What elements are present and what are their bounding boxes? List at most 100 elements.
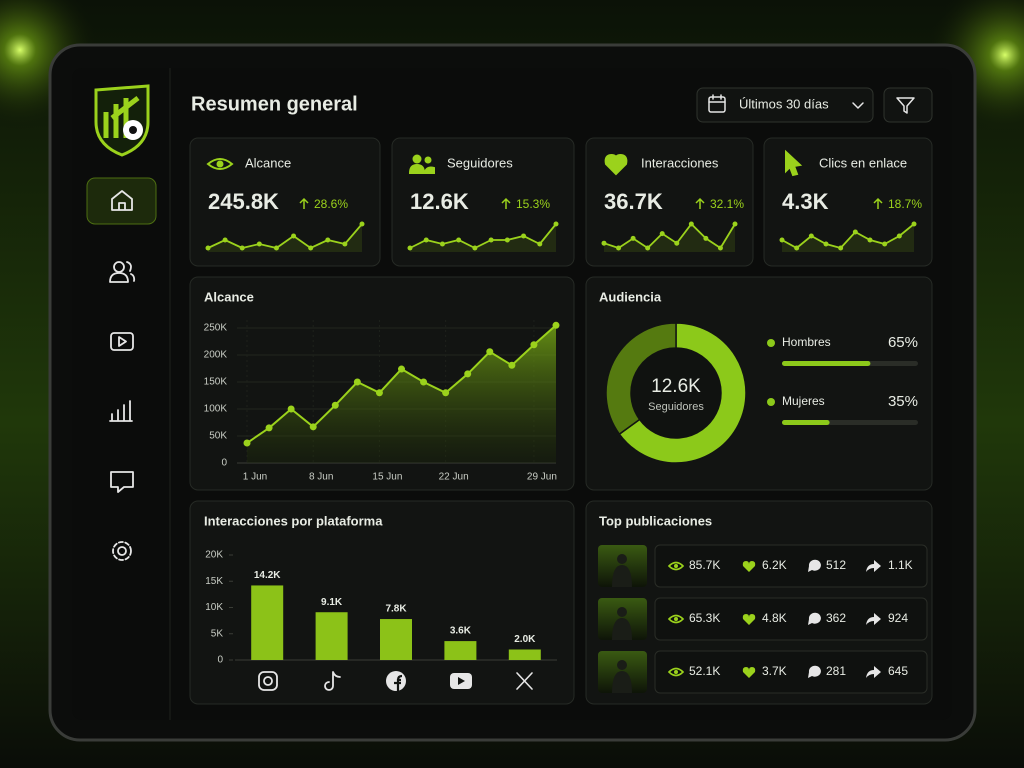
y-tick-label: 15K (205, 576, 223, 587)
post-comments: 362 (826, 611, 846, 625)
point (375, 389, 383, 397)
comments-icon (808, 559, 821, 572)
donut-center-label: Seguidores (648, 401, 704, 413)
bar (380, 619, 412, 660)
sparkline-point (794, 245, 800, 251)
post-views: 52.1K (689, 664, 720, 678)
progress-bar (782, 420, 830, 425)
sparkline-point (504, 237, 510, 243)
nav-settings[interactable] (112, 541, 132, 561)
kpi-card (189, 137, 381, 267)
sparkline-point (659, 231, 665, 237)
y-tick-label: 250K (204, 323, 228, 334)
bar-label: 2.0K (514, 634, 536, 645)
likes-icon (742, 667, 756, 678)
kpi-card (585, 137, 754, 267)
point (309, 423, 317, 431)
shares-icon (866, 666, 881, 678)
sparkline-point (256, 241, 262, 247)
legend-label: Hombres (782, 335, 831, 349)
sparkline-point (808, 233, 814, 239)
bar-label: 3.6K (450, 626, 472, 637)
sparkline-point (838, 245, 844, 251)
post-likes: 4.8K (762, 611, 787, 625)
y-tick-label: 0 (217, 655, 223, 666)
sparkline-point (325, 237, 331, 243)
post-row[interactable] (654, 544, 928, 588)
post-views: 85.7K (689, 558, 720, 572)
shares-icon (866, 560, 881, 572)
platform-panel (189, 500, 575, 705)
post-row[interactable] (654, 650, 928, 694)
shares-icon (866, 613, 881, 625)
sparkline-point (521, 233, 527, 239)
point (398, 365, 405, 373)
nav-stats[interactable] (109, 400, 133, 422)
views-icon (667, 667, 685, 677)
sparkline-point (553, 221, 559, 227)
likes-icon (742, 614, 756, 625)
views-icon (667, 561, 685, 571)
nav-home[interactable] (86, 177, 157, 225)
point (331, 401, 339, 409)
sparkline-point (703, 235, 709, 241)
post-shares: 645 (888, 664, 908, 678)
kpi-icon (785, 149, 803, 177)
thumb-figure (617, 607, 627, 617)
legend-value: 65% (888, 334, 918, 351)
point (420, 378, 428, 386)
page-title: Resumen general (191, 93, 358, 115)
point (442, 389, 450, 397)
sparkline-point (896, 233, 902, 239)
panel-title: Top publicaciones (599, 513, 712, 528)
nav-audience[interactable] (109, 261, 136, 283)
nav-video[interactable] (110, 332, 134, 351)
sparkline-area (604, 224, 735, 252)
sparkline-point (359, 221, 365, 227)
post-comments: 512 (826, 558, 846, 572)
kpi-value: 245.8K (208, 189, 279, 214)
likes-icon (742, 561, 756, 572)
youtube-icon (450, 673, 472, 689)
legend-value: 35% (888, 393, 918, 410)
sparkline-point (630, 235, 636, 241)
kpi-card (763, 137, 933, 267)
kpi-icon (206, 158, 234, 170)
comments-icon (808, 665, 821, 678)
post-shares: 924 (888, 611, 908, 625)
sparkline-area (782, 224, 914, 252)
change-arrow (873, 197, 883, 209)
post-row[interactable] (654, 597, 928, 641)
change-arrow (695, 197, 705, 209)
legend-dot (767, 398, 775, 406)
thumb-figure (617, 554, 627, 564)
kpi-icon (424, 156, 432, 164)
bar (508, 649, 541, 660)
thumb-figure (612, 618, 632, 640)
date-picker[interactable] (696, 87, 874, 123)
home-icon (111, 190, 133, 211)
post-comments: 281 (826, 664, 846, 678)
sparkline-point (488, 237, 494, 243)
nav-messages[interactable] (110, 471, 134, 493)
sparkline-point (674, 240, 680, 246)
bar-label: 9.1K (321, 597, 343, 608)
y-tick-label: 10K (205, 602, 223, 613)
panel-title: Audiencia (599, 289, 662, 304)
sparkline-point (616, 245, 622, 251)
y-tick-label: 150K (204, 377, 228, 388)
sparkline-point (308, 245, 314, 251)
views-icon (667, 614, 685, 624)
donut-hole (631, 348, 721, 438)
sparkline-area (208, 224, 362, 252)
views-icon (674, 564, 678, 568)
kpi-label: Alcance (245, 155, 291, 170)
sparkline-point (717, 245, 723, 251)
sparkline-point (852, 229, 858, 235)
x-tick-label: 8 Jun (309, 472, 333, 483)
sparkline-point (688, 221, 694, 227)
point (464, 370, 472, 378)
point (265, 424, 273, 432)
